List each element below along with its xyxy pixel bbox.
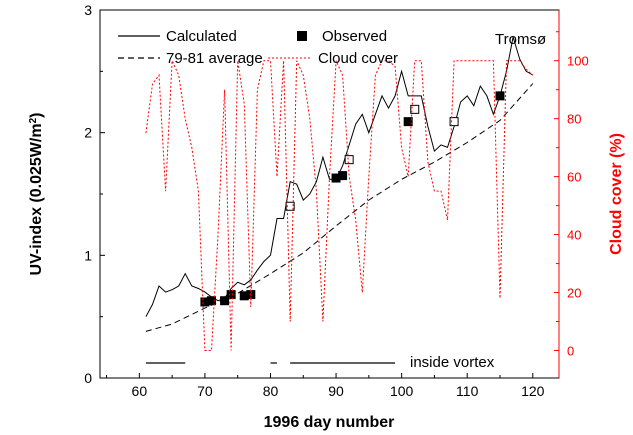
legend-label-average: 79-81 average [166, 50, 263, 67]
legend: Calculated 79-81 average Observed Cloud … [118, 28, 398, 67]
observed-marker-open [410, 104, 420, 114]
y-left-tick-label: 2 [84, 125, 92, 141]
y-right-tick-label: 40 [567, 228, 581, 243]
y-right-tick-label: 60 [567, 170, 581, 185]
y-axis-left: 0 1 2 3 [84, 2, 105, 386]
y-right-tick-label: 20 [567, 286, 581, 301]
x-tick-label: 110 [456, 383, 479, 399]
legend-marker-observed [297, 31, 307, 41]
y-right-tick-label: 100 [567, 54, 589, 69]
y-right-tick-label: 80 [567, 112, 581, 127]
observed-marker-filled [226, 290, 236, 300]
x-tick-label: 100 [390, 383, 414, 399]
y-axis-right: 0 20 40 60 80 100 [554, 10, 589, 378]
y-axis-right-title: Cloud cover (%) [608, 133, 625, 255]
x-axis: 60 70 80 90 100 110 120 [106, 373, 545, 399]
y-axis-left-title-close: ) [28, 113, 45, 118]
y-right-tick-label: 0 [567, 343, 574, 358]
y-left-tick-label: 3 [84, 2, 92, 18]
observed-marker-filled [206, 296, 216, 306]
x-tick-label: 90 [328, 383, 344, 399]
station-label: Tromsø [495, 31, 546, 48]
observed-marker-filled [495, 91, 505, 101]
x-tick-label: 70 [197, 383, 213, 399]
observed-marker-open [449, 117, 459, 127]
x-axis-title: 1996 day number [264, 414, 395, 431]
y-axis-left-title-main: UV-index (0.025W/m [28, 123, 45, 275]
x-tick-label: 60 [132, 383, 148, 399]
observed-marker-filled [220, 296, 230, 306]
legend-label-observed: Observed [322, 28, 387, 45]
observed-marker-filled [403, 117, 413, 127]
legend-label-calculated: Calculated [166, 28, 237, 45]
y-axis-left-title-sup: 2 [28, 117, 39, 123]
cloud-cover-line [145, 60, 534, 351]
observed-marker-filled [338, 171, 348, 181]
series-layer [145, 36, 534, 351]
average-line [145, 83, 534, 332]
y-left-tick-label: 1 [84, 247, 92, 263]
observed-marker-open [285, 201, 295, 211]
observed-marker-open [344, 155, 354, 165]
y-left-tick-label: 0 [84, 370, 92, 386]
x-tick-label: 120 [521, 383, 545, 399]
y-axis-left-title: UV-index (0.025W/m2) [28, 113, 46, 276]
legend-label-cloud: Cloud cover [318, 50, 398, 67]
x-tick-label: 80 [263, 383, 279, 399]
vortex-label: inside vortex [410, 354, 495, 371]
